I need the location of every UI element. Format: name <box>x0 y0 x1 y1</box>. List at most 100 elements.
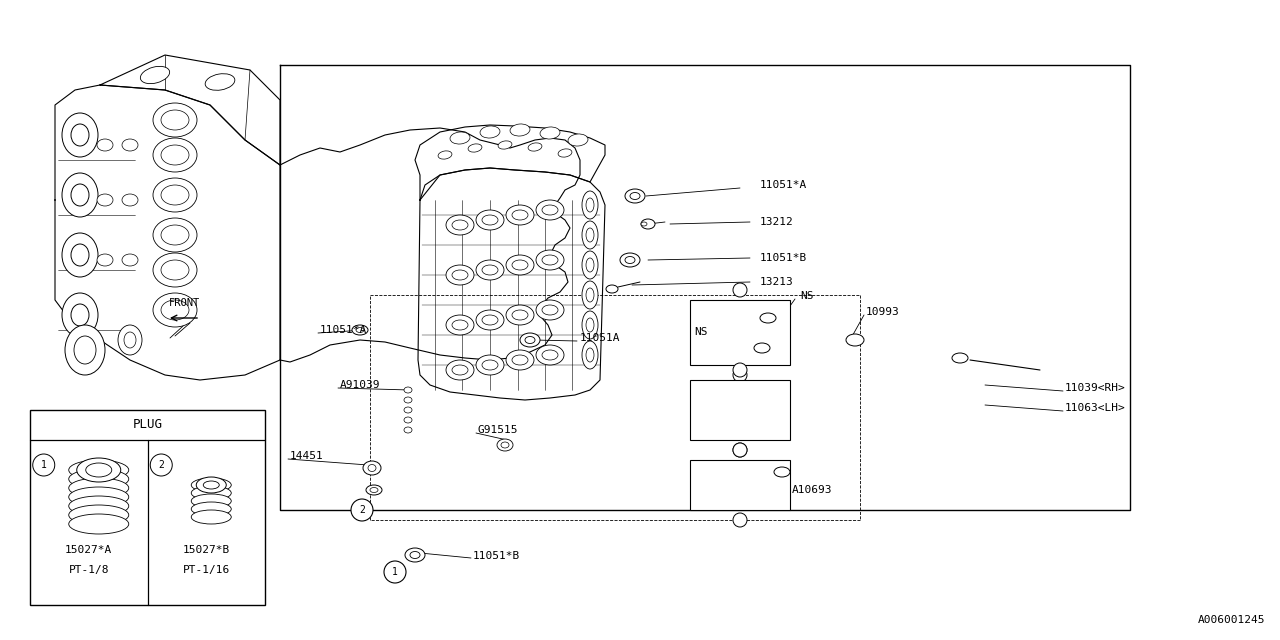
Ellipse shape <box>141 67 170 84</box>
Text: 11063<LH>: 11063<LH> <box>1065 403 1125 413</box>
Ellipse shape <box>370 488 378 493</box>
Ellipse shape <box>70 304 90 326</box>
Ellipse shape <box>541 205 558 215</box>
Ellipse shape <box>404 417 412 423</box>
Ellipse shape <box>122 194 138 206</box>
Ellipse shape <box>69 469 129 489</box>
Ellipse shape <box>124 332 136 348</box>
Ellipse shape <box>122 254 138 266</box>
Ellipse shape <box>483 215 498 225</box>
Ellipse shape <box>846 334 864 346</box>
Text: A91039: A91039 <box>340 380 380 390</box>
Bar <box>690 460 790 510</box>
Ellipse shape <box>445 215 474 235</box>
Ellipse shape <box>541 255 558 265</box>
Text: 11051*A: 11051*A <box>320 325 367 335</box>
Ellipse shape <box>529 143 541 151</box>
Ellipse shape <box>760 313 776 323</box>
Ellipse shape <box>586 198 594 212</box>
Text: PT-1/8: PT-1/8 <box>69 565 109 575</box>
Ellipse shape <box>476 310 504 330</box>
Ellipse shape <box>452 220 468 230</box>
Ellipse shape <box>204 481 219 489</box>
Ellipse shape <box>497 439 513 451</box>
Ellipse shape <box>452 365 468 375</box>
Ellipse shape <box>582 311 598 339</box>
Ellipse shape <box>352 325 369 335</box>
Ellipse shape <box>77 458 120 482</box>
Ellipse shape <box>191 502 232 516</box>
Text: FRONT: FRONT <box>169 298 201 308</box>
Ellipse shape <box>483 360 498 370</box>
Text: PT-1/16: PT-1/16 <box>183 565 230 575</box>
Ellipse shape <box>498 141 512 149</box>
Ellipse shape <box>536 300 564 320</box>
Ellipse shape <box>558 149 572 157</box>
Ellipse shape <box>483 315 498 325</box>
Ellipse shape <box>196 477 227 493</box>
Ellipse shape <box>445 315 474 335</box>
Text: NS: NS <box>800 291 814 301</box>
Text: 15027*B: 15027*B <box>183 545 230 555</box>
Ellipse shape <box>161 185 189 205</box>
Ellipse shape <box>161 260 189 280</box>
Ellipse shape <box>69 514 129 534</box>
Ellipse shape <box>620 253 640 267</box>
Ellipse shape <box>480 126 500 138</box>
Ellipse shape <box>541 305 558 315</box>
Ellipse shape <box>154 253 197 287</box>
Circle shape <box>733 443 748 457</box>
Ellipse shape <box>404 407 412 413</box>
Ellipse shape <box>161 225 189 245</box>
Ellipse shape <box>630 193 640 200</box>
Text: G91515: G91515 <box>477 425 518 435</box>
Ellipse shape <box>476 260 504 280</box>
Ellipse shape <box>161 145 189 165</box>
Ellipse shape <box>506 205 534 225</box>
Ellipse shape <box>476 355 504 375</box>
Ellipse shape <box>476 210 504 230</box>
Text: PLUG: PLUG <box>133 419 163 431</box>
Ellipse shape <box>191 510 232 524</box>
Ellipse shape <box>69 460 129 480</box>
Text: 11051*A: 11051*A <box>760 180 808 190</box>
Ellipse shape <box>61 293 99 337</box>
Ellipse shape <box>512 355 529 365</box>
Text: A006001245: A006001245 <box>1198 615 1265 625</box>
Ellipse shape <box>582 221 598 249</box>
Text: A10693: A10693 <box>792 485 832 495</box>
Ellipse shape <box>586 288 594 302</box>
Text: NS: NS <box>694 327 708 337</box>
Ellipse shape <box>410 552 420 559</box>
Ellipse shape <box>512 260 529 270</box>
Ellipse shape <box>641 219 655 229</box>
Text: 15027*A: 15027*A <box>65 545 113 555</box>
Circle shape <box>733 363 748 377</box>
Ellipse shape <box>451 132 470 144</box>
Ellipse shape <box>70 184 90 206</box>
Ellipse shape <box>540 127 559 139</box>
Ellipse shape <box>191 494 232 508</box>
Circle shape <box>733 283 748 297</box>
Ellipse shape <box>97 254 113 266</box>
Ellipse shape <box>69 487 129 507</box>
Ellipse shape <box>191 478 232 492</box>
Ellipse shape <box>483 265 498 275</box>
Ellipse shape <box>74 336 96 364</box>
Ellipse shape <box>509 124 530 136</box>
Ellipse shape <box>161 110 189 130</box>
Ellipse shape <box>438 151 452 159</box>
Ellipse shape <box>61 173 99 217</box>
Ellipse shape <box>154 293 197 327</box>
Text: 13213: 13213 <box>760 277 794 287</box>
Ellipse shape <box>86 463 111 477</box>
Ellipse shape <box>70 124 90 146</box>
Ellipse shape <box>404 548 425 562</box>
Ellipse shape <box>586 258 594 272</box>
Ellipse shape <box>625 257 635 264</box>
Ellipse shape <box>952 353 968 363</box>
Text: 1: 1 <box>392 567 398 577</box>
Ellipse shape <box>754 343 771 353</box>
Ellipse shape <box>500 442 509 448</box>
Ellipse shape <box>154 218 197 252</box>
